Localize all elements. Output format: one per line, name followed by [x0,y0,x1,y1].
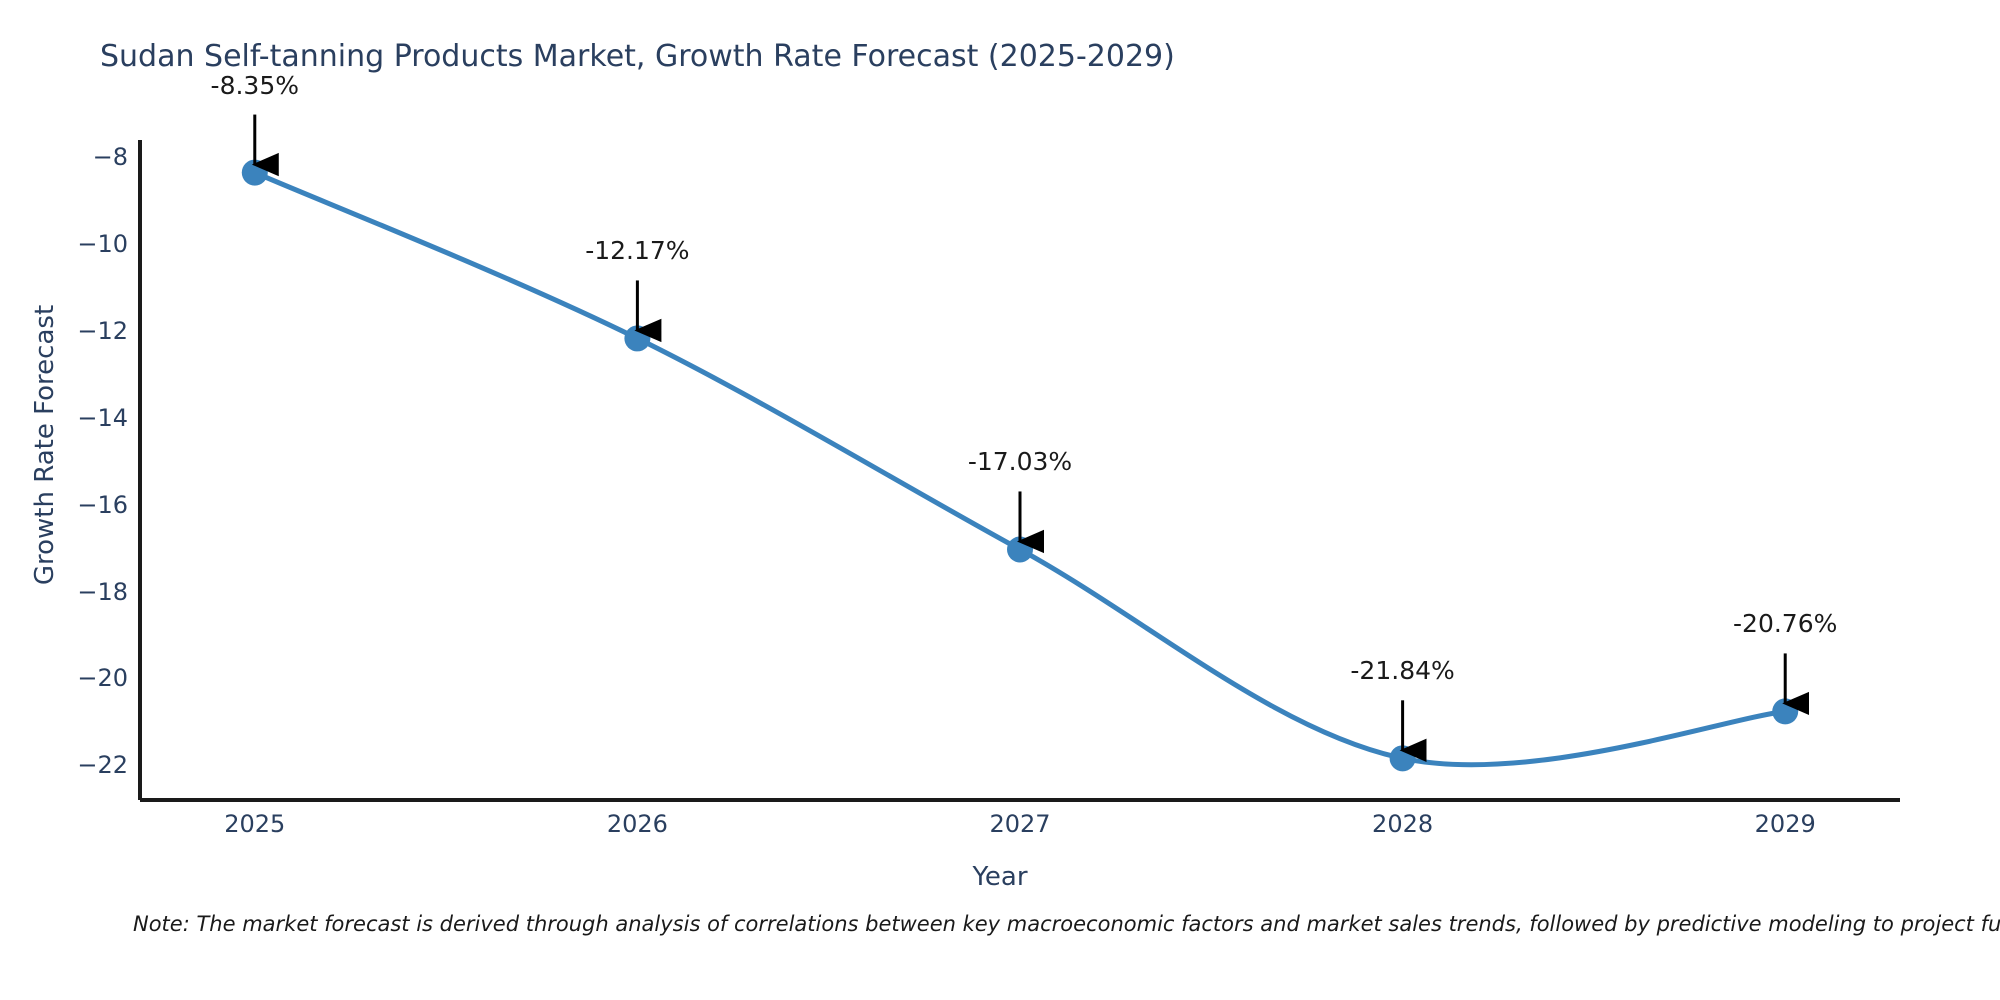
x-tick-label: 2027 [989,810,1051,838]
data-point-marker[interactable] [1389,745,1416,772]
data-point-label: -17.03% [967,447,1073,477]
data-point-label: -20.76% [1733,609,1838,639]
data-point-marker[interactable] [1007,536,1033,563]
data-point-marker[interactable] [624,325,651,352]
chart-footnote: Note: The market forecast is derived thr… [133,912,2000,936]
x-tick-label: 2025 [224,810,286,838]
x-tick-label: 2029 [1754,810,1816,838]
y-tick-label: −22 [77,751,128,780]
y-tick-label: −12 [77,317,128,346]
y-tick-label: −20 [77,664,128,693]
data-point-marker[interactable] [241,159,268,186]
data-point-label: -21.84% [1350,656,1455,686]
y-tick-label: −16 [77,490,128,519]
y-axis-title: Growth Rate Forecast [30,304,60,586]
x-axis-title: Year [972,862,1028,892]
y-tick-label: −18 [77,577,128,606]
y-tick-label: −14 [77,403,128,432]
data-point-marker[interactable] [1772,698,1799,725]
y-tick-label: −8 [92,143,128,172]
x-tick-label: 2026 [606,810,668,838]
data-point-label: -12.17% [585,236,690,266]
chart-title: Sudan Self-tanning Products Market, Grow… [100,39,1175,74]
annotation-arrows [251,114,1810,763]
x-tick-label: 2028 [1372,810,1434,838]
data-point-label: -8.35% [210,70,300,100]
y-tick-label: −10 [77,230,128,259]
